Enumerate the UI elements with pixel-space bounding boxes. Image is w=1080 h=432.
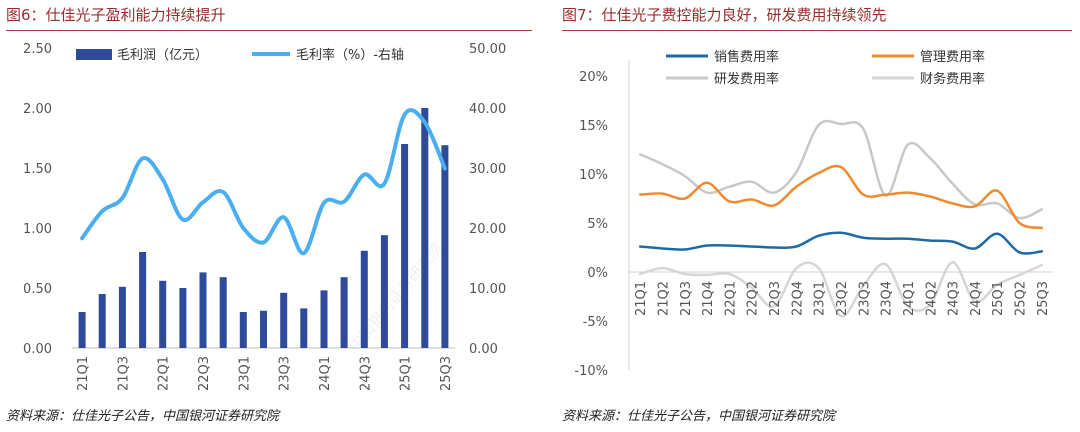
y-tick-label: 20% — [579, 70, 608, 85]
y-tick-label: -10% — [574, 364, 608, 379]
x-tick-label: 21Q2 — [656, 281, 671, 316]
bar-gross-profit — [441, 145, 449, 348]
legend-bar-swatch — [76, 49, 112, 60]
left-panel: 图6：仕佳光子盈利能力持续提升 中国银河证券研究院 0.00 0.50 1.00 1.5… — [6, 6, 532, 424]
y-left-tick-label: 2.00 — [23, 102, 52, 117]
bar-gross-profit — [118, 286, 126, 348]
line-gross-margin — [80, 108, 447, 256]
x-tick-label: 25Q2 — [1014, 281, 1029, 316]
right-chart-title: 图7：仕佳光子费控能力良好，研发费用持续领先 — [562, 6, 887, 24]
bar-gross-profit — [380, 235, 388, 348]
x-tick-label: 21Q3 — [116, 356, 131, 391]
left-source-note: 资料来源：仕佳光子公告，中国银河证券研究院 — [6, 409, 280, 424]
bar-gross-profit — [179, 288, 187, 348]
x-tick-label: 25Q1 — [991, 281, 1006, 316]
y-left-tick-label: 0.50 — [23, 282, 52, 297]
line-rd-expense-ratio — [638, 119, 1044, 220]
x-tick-label: 21Q4 — [701, 281, 716, 316]
x-tick-label: 22Q2 — [746, 281, 761, 316]
bar-gross-profit — [199, 272, 207, 348]
bar-gross-profit — [239, 312, 247, 348]
x-tick-label: 23Q2 — [835, 281, 850, 316]
bar-gross-profit — [360, 250, 368, 348]
profit-chart: 中国银河证券研究院0.000.501.001.502.002.500.0010.… — [23, 42, 506, 391]
x-tick-label: 22Q1 — [157, 356, 172, 391]
legend-rd-label: 研发费用率 — [714, 71, 779, 87]
y-tick-label: 0% — [587, 266, 608, 281]
x-tick-label: 22Q3 — [768, 281, 783, 316]
bar-gross-profit — [159, 280, 167, 348]
line-admin-expense-ratio — [638, 164, 1044, 230]
line-finance-expense-ratio — [638, 260, 1044, 318]
y-tick-label: 15% — [579, 119, 608, 134]
x-tick-label: 23Q4 — [880, 281, 895, 316]
bar-gross-profit — [219, 277, 227, 348]
x-tick-label: 21Q1 — [634, 281, 649, 316]
legend-admin-label: 管理费用率 — [920, 49, 985, 65]
left-chart-title: 图6：仕佳光子盈利能力持续提升 — [6, 6, 226, 24]
x-tick-label: 23Q1 — [813, 281, 828, 316]
x-tick-label: 23Q1 — [237, 356, 252, 391]
right-panel: 图7：仕佳光子费控能力良好，研发费用持续领先 20% 15% 10% 5% 0% -5% -… — [556, 0, 1080, 432]
x-tick-label: 24Q1 — [318, 356, 333, 391]
x-tick-label: 23Q3 — [857, 281, 872, 316]
y-right-tick-label: 20.00 — [469, 222, 506, 237]
y-right-tick-label: 10.00 — [469, 282, 506, 297]
y-tick-label: 5% — [587, 217, 608, 232]
y-tick-label: -5% — [583, 315, 608, 330]
y-right-tick-label: 40.00 — [469, 102, 506, 117]
x-tick-label: 22Q1 — [723, 281, 738, 316]
legend-bar-label: 毛利润（亿元） — [117, 48, 208, 63]
x-tick-label: 22Q4 — [790, 281, 805, 316]
bar-gross-profit — [421, 108, 429, 348]
y-left-tick-label: 1.50 — [23, 162, 52, 177]
x-tick-label: 24Q4 — [969, 281, 984, 316]
x-tick-label: 24Q3 — [358, 356, 373, 391]
legend-line-label: 毛利率（%）-右轴 — [296, 47, 404, 63]
expense-chart: 20% 15% 10% 5% 0% -5% -10% 21Q1 21Q2 21Q3 21Q4 22Q1… — [574, 49, 1053, 379]
y-right-tick-label: 50.00 — [469, 42, 506, 57]
y-left-tick-label: 1.00 — [23, 222, 52, 237]
bar-gross-profit — [78, 312, 86, 348]
bar-gross-profit — [280, 292, 288, 348]
bar-gross-profit — [401, 144, 409, 348]
y-right-tick-label: 30.00 — [469, 162, 506, 177]
x-tick-label: 24Q3 — [947, 281, 962, 316]
bar-gross-profit — [98, 294, 106, 348]
y-left-tick-label: 2.50 — [23, 42, 52, 57]
bar-gross-profit — [139, 252, 147, 348]
bar-gross-profit — [300, 308, 308, 348]
y-tick-label: 10% — [579, 168, 608, 183]
legend-finance-label: 财务费用率 — [920, 71, 985, 87]
x-tick-label: 24Q1 — [902, 281, 917, 316]
x-tick-label: 24Q2 — [924, 281, 939, 316]
y-right-tick-label: 0.00 — [469, 342, 498, 357]
x-tick-label: 23Q3 — [278, 356, 293, 391]
right-source-note: 资料来源：仕佳光子公告，中国银河证券研究院 — [562, 409, 836, 424]
left-title-rule — [6, 30, 532, 31]
x-tick-label: 25Q3 — [439, 356, 454, 391]
legend-sales-label: 销售费用率 — [714, 49, 779, 65]
x-tick-label: 25Q1 — [399, 356, 414, 391]
y-left-tick-label: 0.00 — [23, 342, 52, 357]
right-title-rule — [562, 30, 1072, 31]
x-tick-label: 21Q1 — [76, 356, 91, 391]
x-tick-label: 25Q3 — [1036, 281, 1051, 316]
line-sales-expense-ratio — [638, 231, 1044, 255]
x-tick-label: 21Q3 — [679, 281, 694, 316]
bar-gross-profit — [260, 310, 267, 348]
bar-gross-profit — [320, 290, 328, 348]
x-tick-label: 22Q3 — [197, 356, 212, 391]
bar-gross-profit — [340, 277, 348, 348]
